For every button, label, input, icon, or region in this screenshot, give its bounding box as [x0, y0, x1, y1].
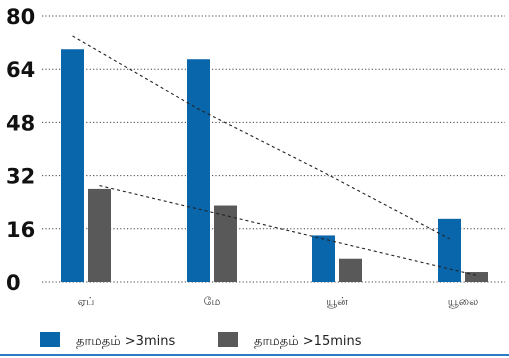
bar-series2-3: [465, 272, 488, 282]
trendline-series1: [72, 35, 450, 240]
bar-series1-2: [312, 235, 335, 282]
bar-series1-3: [438, 218, 461, 282]
x-tick-label: யூலை: [448, 295, 478, 308]
bar-series2-1: [214, 205, 237, 282]
bar-series1-0: [61, 49, 84, 282]
x-tick-label: யூன்: [326, 295, 348, 308]
y-tick-label: 80: [6, 5, 35, 29]
legend-label-series2: தாமதம் >15mins: [254, 334, 362, 349]
y-tick-label: 0: [6, 271, 21, 295]
trendline-series2: [99, 185, 477, 276]
y-tick-label: 16: [6, 218, 35, 242]
y-tick-label: 48: [6, 111, 35, 135]
y-tick-label: 32: [6, 165, 35, 189]
legend-swatch-series2: [218, 332, 238, 347]
bar-series2-0: [88, 188, 111, 282]
y-tick-label: 64: [6, 58, 35, 82]
bar-series2-2: [339, 258, 362, 282]
x-tick-label: ஏப்: [78, 295, 95, 308]
bar-series1-1: [187, 59, 210, 282]
x-tick-label: மே: [204, 295, 221, 308]
legend-label-series1: தாமதம் >3mins: [76, 334, 175, 349]
legend-swatch-series1: [40, 332, 60, 347]
